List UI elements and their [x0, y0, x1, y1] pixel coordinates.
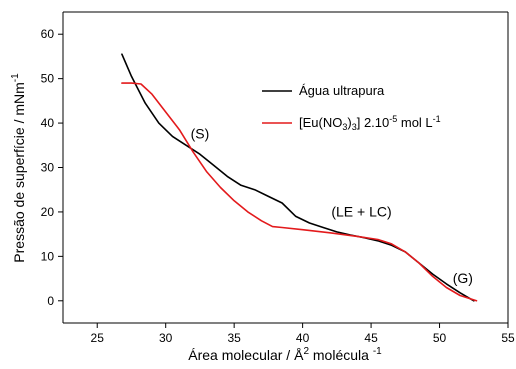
- x-tick-label: 30: [159, 331, 173, 345]
- plot-frame: [62, 11, 509, 324]
- y-tick-label: 40: [41, 116, 55, 130]
- x-ticks: 25 30 35 40 45 50 55: [91, 323, 515, 345]
- annotations: (S) (LE + LC) (G): [191, 126, 473, 286]
- legend-label-agua: Água ultrapura: [299, 83, 385, 98]
- y-ticks: 0 10 20 30 40 50 60: [41, 27, 63, 308]
- legend-label-eu: [Eu(NO3)3] 2.10-5 mol L-1: [299, 114, 441, 132]
- y-tick-label: 30: [41, 161, 55, 175]
- y-tick-label: 60: [41, 27, 55, 41]
- x-tick-label: 25: [91, 331, 105, 345]
- y-axis-title: Pressão de superfície / mNm-1: [10, 73, 27, 263]
- annotation-label: (G): [453, 270, 473, 286]
- series-line-eu: [121, 82, 478, 302]
- y-tick-label: 0: [47, 294, 54, 308]
- y-tick-label: 10: [41, 249, 55, 263]
- legend: Água ultrapura [Eu(NO3)3] 2.10-5 mol L-1: [262, 83, 441, 132]
- x-tick-label: 40: [296, 331, 310, 345]
- x-tick-label: 55: [501, 331, 515, 345]
- x-tick-label: 35: [227, 331, 241, 345]
- series-layer: [121, 53, 478, 302]
- annotation-label: (S): [191, 126, 210, 142]
- y-tick-label: 50: [41, 72, 55, 86]
- x-tick-label: 45: [364, 331, 378, 345]
- x-tick-label: 50: [433, 331, 447, 345]
- y-tick-label: 20: [41, 205, 55, 219]
- annotation-label: (LE + LC): [331, 203, 391, 219]
- series-line-agua: [121, 53, 475, 302]
- x-axis-title: Área molecular / Å2 molécula -1: [188, 346, 382, 363]
